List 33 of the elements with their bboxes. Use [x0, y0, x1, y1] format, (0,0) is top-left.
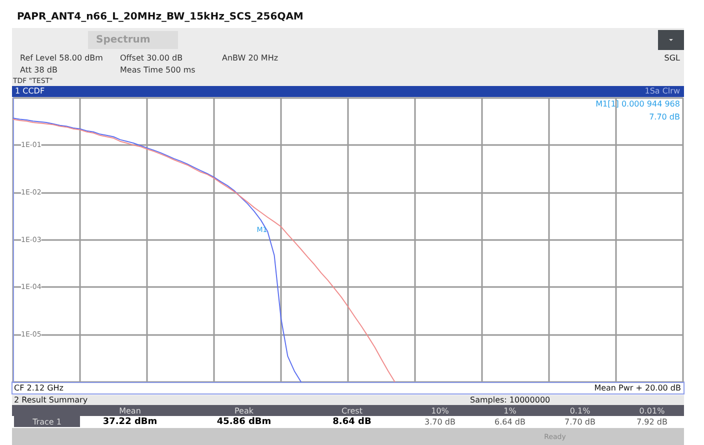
text: 7.70 dB	[564, 418, 596, 426]
text: 1%	[504, 406, 517, 416]
text: Meas Time 500 ms	[120, 66, 196, 74]
text: 6.64 dB	[494, 418, 526, 426]
text: 0.01%	[639, 406, 666, 416]
text: Offset 30.00 dB	[120, 54, 183, 62]
text: Samples: 10000000	[470, 396, 550, 404]
text: Trace 1	[32, 418, 62, 426]
text: AnBW 20 MHz	[222, 54, 278, 62]
line-series	[12, 118, 302, 382]
annotation: 7.70 dB	[649, 112, 680, 122]
text: 45.86 dBm	[216, 417, 272, 427]
text: Crest	[342, 406, 362, 416]
text: 3.70 dB	[424, 418, 456, 426]
text: 2 Result Summary	[14, 396, 88, 404]
text: 37.22 dBm	[102, 417, 158, 427]
text: Spectrum	[96, 34, 150, 46]
text: Att 38 dB	[20, 66, 58, 74]
text: SGL	[664, 54, 681, 62]
annotation: M1[1] 0.000 944 968	[596, 100, 680, 108]
text: 1Sa Clrw	[644, 86, 680, 96]
line-series	[12, 118, 396, 382]
text: 10%	[431, 406, 450, 416]
text: Mean	[119, 406, 141, 416]
text: Ref Level 58.00 dBm	[20, 54, 104, 62]
chart-title: PAPR_ANT4_n66_L_20MHz_BW_15kHz_SCS_256QAM	[17, 12, 304, 22]
text: Peak	[234, 406, 254, 416]
text: 1 CCDF	[15, 86, 45, 96]
text: CF 2.12 GHz	[14, 384, 64, 392]
text: 0.1%	[570, 406, 591, 416]
text: 7.92 dB	[636, 418, 668, 426]
text: Mean Pwr + 20.00 dB	[594, 384, 681, 392]
text: 8.64 dB	[332, 417, 372, 427]
